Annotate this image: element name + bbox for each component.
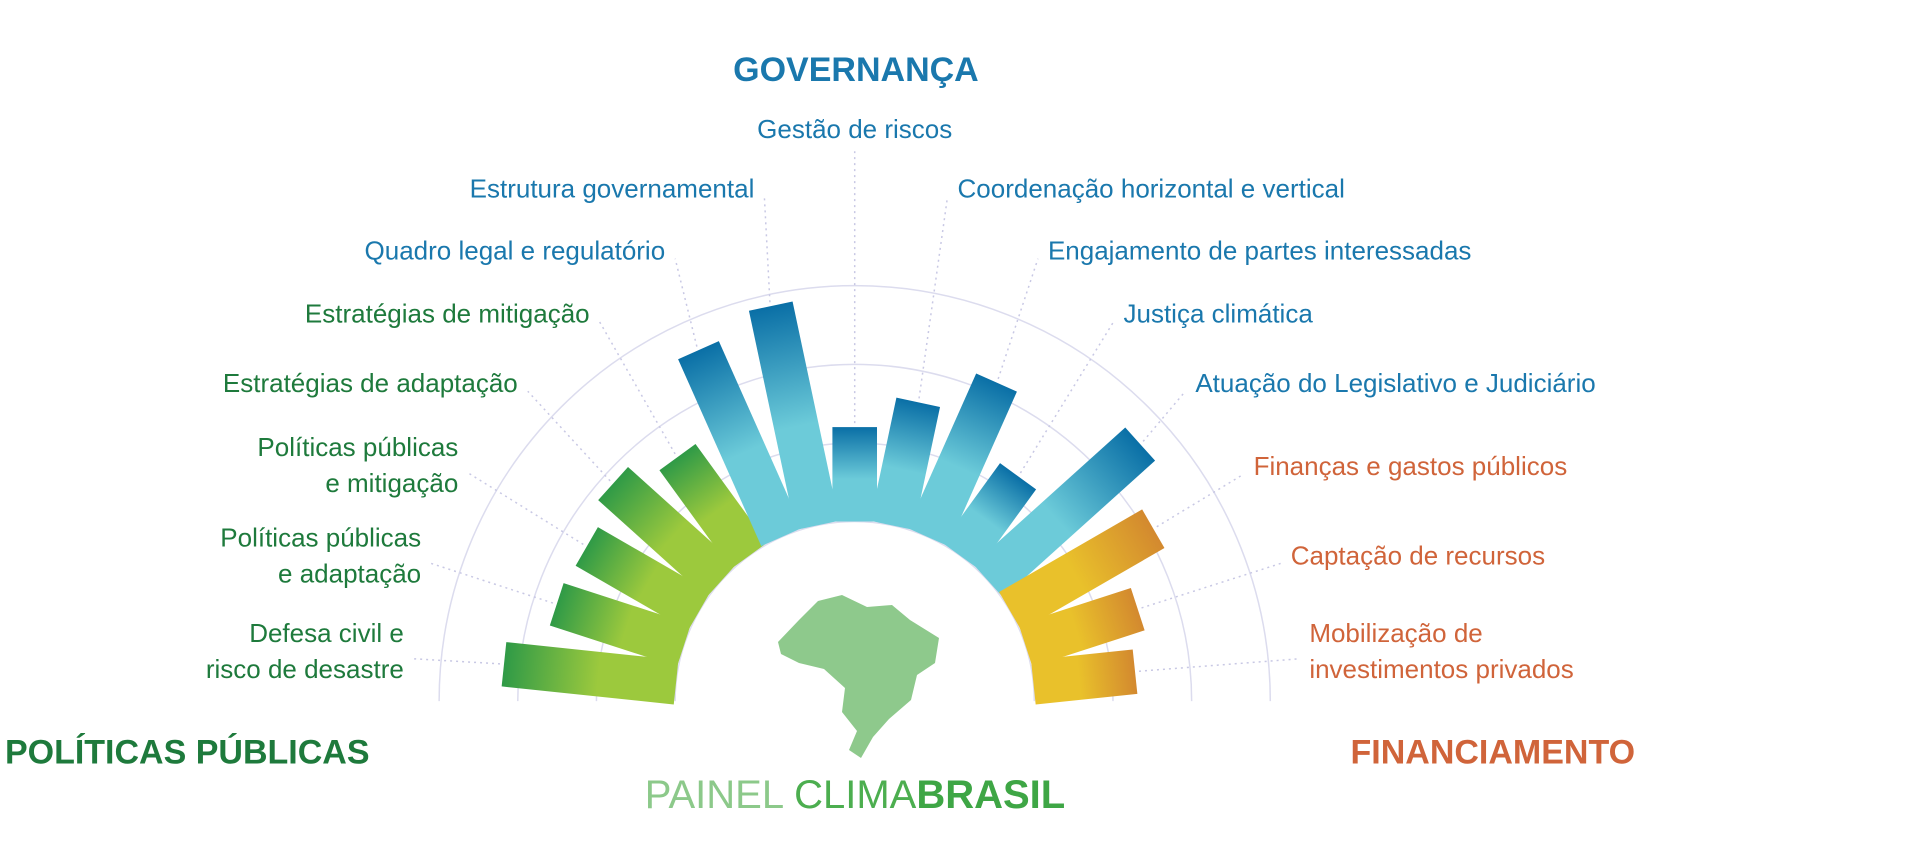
category-label: Captação de recursos: [1291, 540, 1545, 570]
bar: [832, 427, 878, 522]
category-label: Gestão de riscos: [757, 114, 952, 144]
category-label: Políticas públicas e mitigação: [257, 432, 458, 498]
leader-line: [527, 390, 611, 482]
leader-line: [1141, 562, 1281, 609]
labels: POLÍTICAS PÚBLICAS Defesa civil e risco de…: [5, 51, 1635, 772]
leader-line: [467, 472, 584, 546]
grid-ring: [438, 284, 1272, 702]
bar: [1031, 649, 1138, 705]
bar: [598, 466, 737, 598]
category-label: Estratégias de adaptação: [223, 368, 518, 398]
bar: [549, 583, 691, 667]
group-title: FINANCIAMENTO: [1351, 733, 1636, 771]
brand-part: BRASIL: [916, 773, 1065, 817]
category-label: Coordenação horizontal e vertical: [958, 174, 1345, 204]
bar: [973, 427, 1156, 598]
leader-line: [763, 196, 771, 303]
bar: [907, 373, 1017, 547]
leader-line: [1138, 658, 1300, 672]
category-label: Engajamento de partes interessadas: [1048, 236, 1472, 266]
bar: [999, 509, 1165, 631]
group-title: POLÍTICAS PÚBLICAS: [5, 733, 370, 771]
leader-line: [413, 658, 501, 665]
category-label: Finanças e gastos públicos: [1254, 451, 1568, 481]
brand-part: CLIMA: [794, 773, 917, 817]
leader-line: [1156, 473, 1244, 528]
leader-lines: [413, 151, 1300, 672]
category-label: Estratégias de mitigação: [305, 299, 590, 329]
leader-line: [430, 562, 554, 604]
leader-line: [918, 196, 949, 399]
group-title: GOVERNANÇA: [733, 51, 979, 89]
category-label: Justiça climática: [1124, 299, 1314, 329]
bar: [748, 301, 840, 531]
brazil-map: [778, 595, 939, 758]
brand-part: PAINEL: [645, 773, 784, 817]
bars: [501, 301, 1165, 705]
bar: [575, 527, 711, 631]
bar: [942, 463, 1037, 569]
bar: [678, 341, 803, 547]
leader-line: [598, 321, 676, 455]
brand-logo: PAINEL CLIMABRASIL: [645, 773, 1065, 817]
bar: [659, 444, 768, 569]
category-label: Estrutura governamental: [470, 174, 755, 204]
leader-line: [674, 258, 698, 347]
bar: [501, 642, 679, 705]
category-label: Mobilização de investimentos privados: [1309, 618, 1573, 684]
category-label: Defesa civil e risco de desastre: [206, 618, 404, 684]
leader-line: [1142, 390, 1186, 442]
category-label: Atuação do Legislativo e Judiciário: [1195, 368, 1595, 398]
category-label: Quadro legal e regulatório: [365, 236, 666, 266]
bar: [1018, 587, 1145, 667]
category-label: Políticas públicas e adaptação: [220, 522, 421, 588]
bar: [870, 397, 941, 531]
